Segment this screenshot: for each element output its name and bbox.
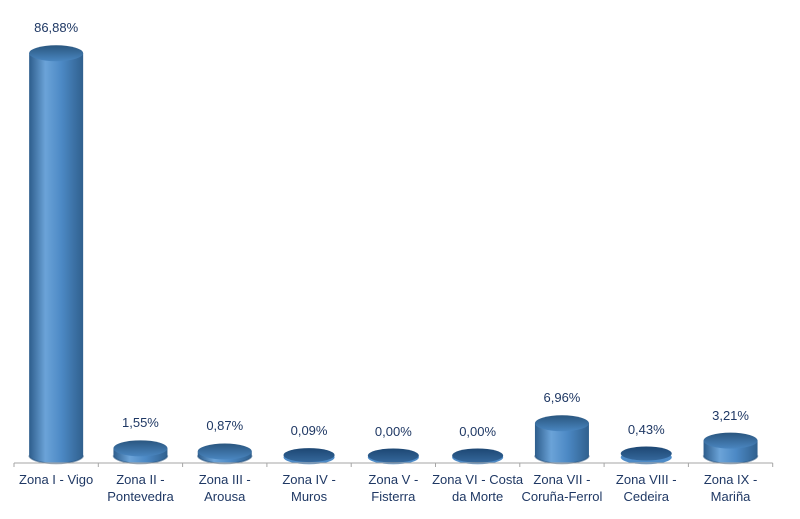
bar-zona-ii-pontevedra [112, 440, 169, 465]
category-label-zona-v-fisterra: Zona V - Fisterra [368, 471, 418, 505]
category-label-line: Fisterra [371, 489, 416, 504]
value-label-zona-iii-arousa: 0,87% [206, 418, 244, 434]
category-label-line: Zona II - [116, 472, 165, 487]
bars-layer [28, 45, 759, 465]
cylinder-side [534, 423, 589, 464]
category-label-line: Zona VII - [533, 472, 591, 487]
category-label-zona-i-vigo: Zona I - Vigo [19, 471, 93, 488]
value-label-zona-ix-mari-a: 3,21% [712, 407, 749, 423]
cylinder-top [452, 448, 504, 463]
cylinder-top [620, 446, 672, 461]
value-label-zona-vii-coru-a-ferrol: 6,96% [543, 390, 581, 406]
cylinder-side [29, 53, 84, 464]
category-label-zona-ix-mari-a: Zona IX - Mariña [704, 471, 757, 505]
value-label-zona-v-fisterra: 0,00% [374, 423, 412, 439]
category-label-line: Zona I - Vigo [19, 472, 94, 487]
bar-zona-vii-coru-a-ferrol [534, 415, 590, 465]
category-label-line: Zona VIII - [615, 472, 677, 487]
value-label-zona-i-vigo: 86,88% [34, 20, 79, 36]
category-axis [13, 462, 774, 467]
bar-zona-i-vigo [28, 45, 84, 465]
category-label-line: Muros [290, 489, 328, 504]
category-label-zona-iii-arousa: Zona III - Arousa [199, 471, 251, 505]
category-label-line: Zona VI - Costa [432, 472, 524, 487]
value-label-zona-ii-pontevedra: 1,55% [122, 415, 159, 431]
bar-zona-viii-cedeira [620, 446, 672, 465]
cylinder-top [283, 448, 335, 463]
cylinder-top [197, 443, 252, 460]
bar-zona-ix-mari-a [702, 432, 759, 465]
category-label-zona-viii-cedeira: Zona VIII - Cedeira [616, 471, 677, 505]
category-label-zona-vi-costa-da-morte: Zona VI - Costa da Morte [432, 471, 523, 505]
cylinder-top [29, 45, 84, 62]
category-label-line: Mariña [710, 489, 751, 504]
bar-zona-v-fisterra [367, 448, 419, 465]
bar-zona-iv-muros [283, 448, 335, 465]
category-label-zona-iv-muros: Zona IV - Muros [282, 471, 335, 505]
category-label-line: Cedeira [623, 489, 670, 504]
category-label-line: Pontevedra [107, 489, 174, 504]
category-label-line: da Morte [451, 489, 504, 504]
cylinder-top [113, 440, 168, 457]
cylinder-top [367, 448, 419, 463]
value-label-zona-iv-muros: 0,09% [290, 423, 328, 439]
bar-zona-vi-costa-da-morte [452, 448, 504, 465]
cylinder-top [703, 432, 758, 449]
category-label-line: Arousa [204, 489, 246, 504]
value-label-zona-vi-costa-da-morte: 0,00% [459, 423, 497, 439]
cylinder-top [534, 415, 589, 432]
category-label-line: Zona IX - [703, 472, 758, 487]
category-label-line: Zona III - [198, 472, 251, 487]
category-label-zona-ii-pontevedra: Zona II - Pontevedra [107, 471, 174, 505]
category-label-line: Zona V - [368, 472, 419, 487]
bar-zona-iii-arousa [197, 443, 253, 465]
category-label-line: Zona IV - [282, 472, 336, 487]
category-label-zona-vii-coru-a-ferrol: Zona VII - Coruña-Ferrol [521, 471, 602, 505]
value-label-zona-viii-cedeira: 0,43% [627, 421, 665, 437]
category-label-line: Coruña-Ferrol [521, 489, 603, 504]
